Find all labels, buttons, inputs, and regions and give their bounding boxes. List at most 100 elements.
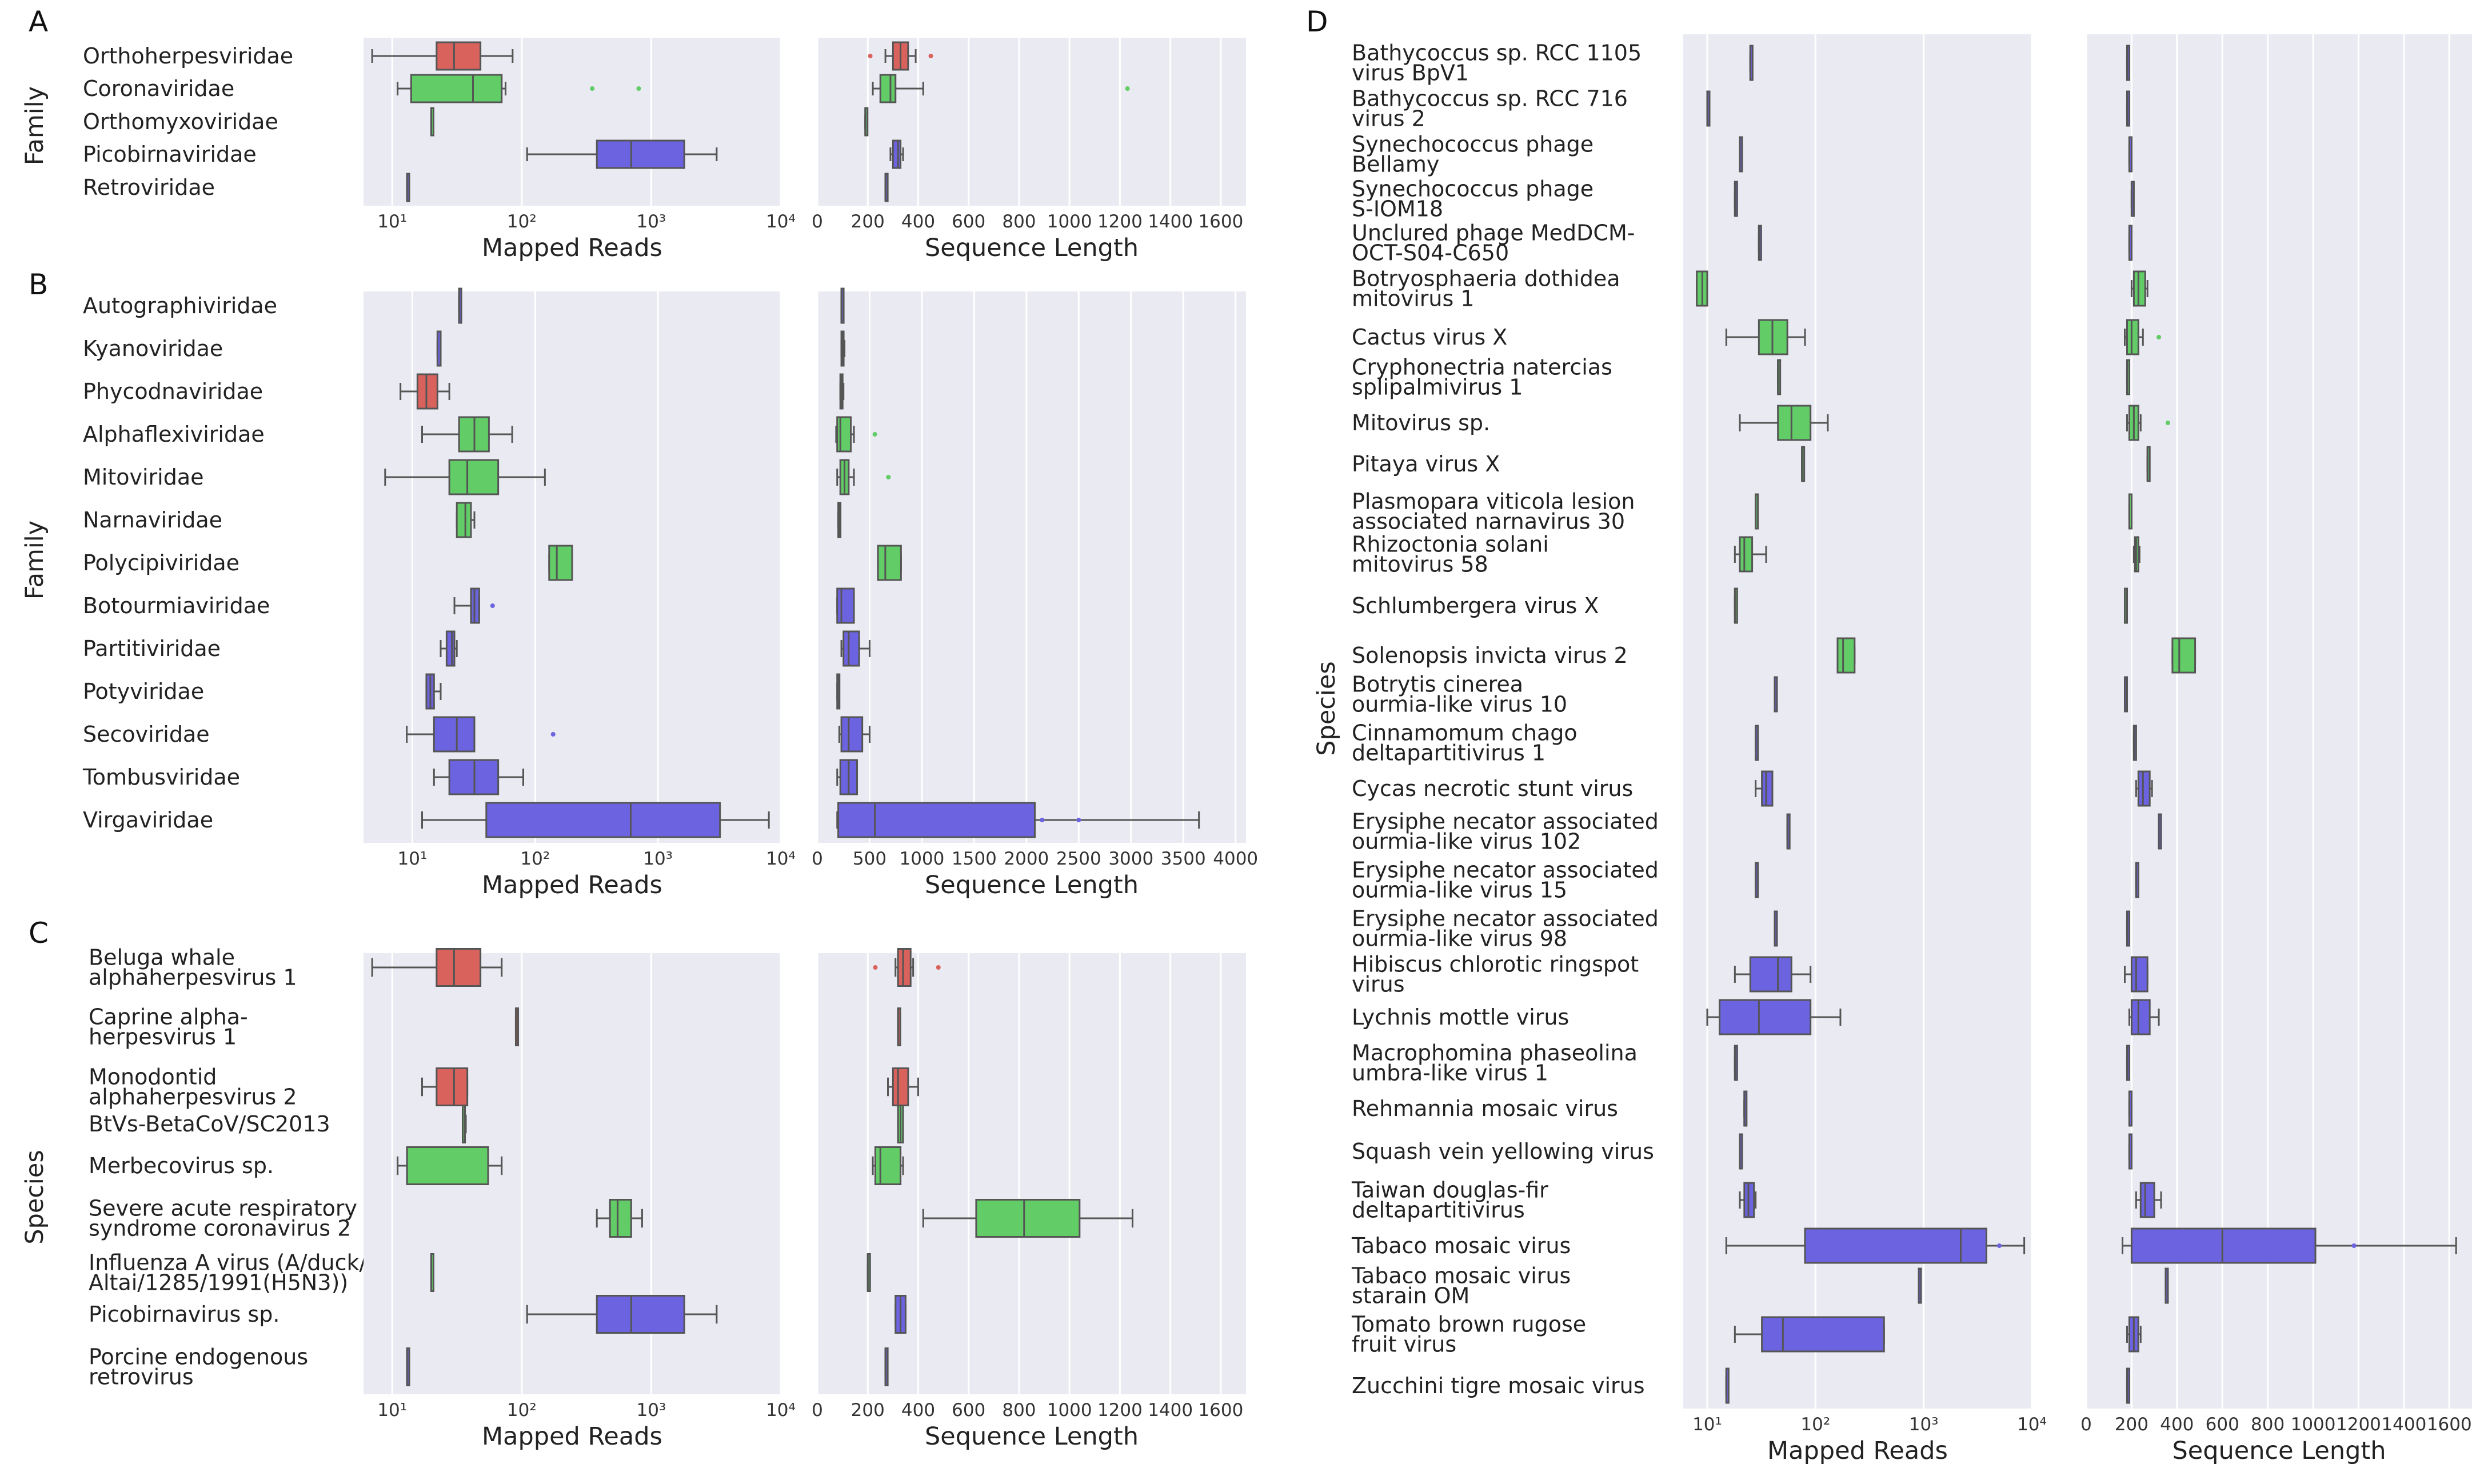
panel-label: A	[29, 5, 48, 38]
x-tick-label: 10²	[1800, 1414, 1830, 1435]
x-tick-label: 10¹	[398, 849, 428, 869]
x-tick-label: 10³	[636, 211, 666, 232]
x-axis-label: Sequence Length	[925, 234, 1139, 262]
x-tick-label: 3500	[1161, 849, 1206, 869]
category-label: Merbecovirus sp.	[89, 1153, 274, 1178]
category-label: Orthoherpesviridae	[83, 43, 293, 69]
box-1	[840, 287, 845, 324]
outlier-point	[868, 54, 873, 58]
box-iqr	[1761, 1316, 1885, 1353]
category-label: Bellamy	[1352, 152, 1439, 177]
box-7	[430, 1253, 434, 1292]
x-tick-label: 200	[2115, 1414, 2148, 1435]
box-20	[2126, 910, 2130, 947]
category-label: splipalmivirus 1	[1352, 375, 1523, 400]
box-10	[1801, 446, 1806, 482]
x-tick-label: 500	[853, 849, 886, 869]
outlier-point	[886, 475, 891, 479]
category-label: Autographiviridae	[83, 293, 277, 318]
box-1	[458, 287, 462, 324]
category-label: starain OM	[1352, 1283, 1469, 1309]
panel-A: A Family Orthoherpesviridae Coronaviridae Or…	[21, 5, 1246, 262]
plot-area	[817, 38, 1246, 206]
x-tick-label: 2000	[1004, 849, 1049, 869]
box-iqr	[445, 630, 456, 667]
category-label: Hibiscus chlorotic ringspot	[1352, 952, 1639, 977]
category-label: fruit virus	[1352, 1332, 1456, 1357]
box-8	[2126, 359, 2130, 395]
category-label: Cryphonectria natercias	[1352, 355, 1612, 380]
box-6	[2130, 270, 2148, 307]
x-tick-label: 10²	[520, 849, 550, 869]
box-21	[2124, 956, 2148, 993]
box-3	[430, 107, 434, 137]
y-axis-label: Species	[21, 1150, 49, 1245]
length-subplot: 0 500 1000 1500 2000 2500 3000 3500 4000 Sequence…	[812, 287, 1258, 899]
x-tick-label: 1400	[1148, 211, 1193, 232]
outlier-point	[1997, 1243, 2002, 1248]
category-label: Tomato brown rugose	[1351, 1312, 1586, 1337]
category-label: Pitaya virus X	[1352, 451, 1500, 477]
box-4	[1734, 181, 1738, 217]
category-label: mitovirus 1	[1352, 286, 1475, 311]
x-tick-label: 10³	[636, 1400, 666, 1421]
category-label: Erysiphe necator associated	[1352, 858, 1659, 883]
box-9	[1739, 405, 1829, 441]
x-tick-label: 600	[2206, 1414, 2239, 1435]
box-7	[877, 545, 902, 581]
plot-area	[2086, 34, 2472, 1409]
box-4	[421, 416, 513, 453]
x-tick-label: 1000	[899, 849, 944, 869]
category-label: Erysiphe necator associated	[1352, 809, 1659, 834]
box-iqr	[416, 373, 438, 410]
box-24	[1743, 1090, 1748, 1127]
box-4	[835, 416, 877, 453]
outlier-point	[2156, 335, 2162, 339]
box-iqr	[2171, 637, 2197, 674]
box-30	[2126, 1367, 2130, 1404]
length-subplot: 0 200 400 600 800 1000 1200 1400 1600 Sequence Le…	[812, 38, 1246, 262]
box-7	[548, 545, 573, 581]
box-9	[406, 1347, 410, 1386]
x-tick-label: 10⁴	[766, 1400, 796, 1421]
x-tick-label: 800	[1002, 1400, 1036, 1421]
category-label: Zucchini tigre mosaic virus	[1352, 1373, 1645, 1398]
box-29	[1734, 1316, 1885, 1353]
outlier-point	[2351, 1243, 2357, 1248]
box-28	[1918, 1267, 1922, 1304]
box-21	[1734, 956, 1812, 993]
box-10	[836, 673, 841, 710]
panel-B: B Family Autographiviridae Kyanoviridae Phyc…	[21, 268, 1258, 899]
box-6	[456, 502, 476, 538]
category-label: Lychnis mottle virus	[1352, 1005, 1569, 1030]
category-label: virus	[1352, 972, 1405, 997]
x-tick-label: 1600	[1198, 211, 1243, 232]
outlier-point	[928, 54, 933, 58]
box-15	[2124, 676, 2128, 713]
box-iqr	[842, 630, 860, 667]
category-label: OCT-S04-C650	[1352, 241, 1509, 266]
length-subplot: 0 200 400 600 800 1000 1200 1400 1600 Sequence Le…	[812, 948, 1246, 1451]
outlier-point	[936, 965, 941, 970]
box-14	[2171, 637, 2197, 674]
category-label: Bathycoccus sp. RCC 1105	[1352, 41, 1642, 66]
box-18	[1786, 813, 1791, 850]
box-iqr	[837, 802, 1036, 838]
x-tick-label: 3000	[1108, 849, 1153, 869]
box-16	[2132, 725, 2137, 761]
x-tick-label: 2500	[1056, 849, 1101, 869]
category-label: herpesvirus 1	[89, 1025, 237, 1050]
category-label: Bathycoccus sp. RCC 716	[1352, 86, 1628, 111]
box-8	[836, 587, 855, 624]
box-iqr	[840, 716, 864, 753]
category-label: umbra-like virus 1	[1352, 1061, 1548, 1086]
box-19	[1755, 862, 1759, 898]
box-iqr	[892, 1067, 909, 1106]
category-label: Porcine endogenous	[89, 1345, 308, 1370]
category-label: Plasmopara viticola lesion	[1352, 489, 1635, 514]
box-27	[2122, 1227, 2457, 1264]
box-24	[2128, 1090, 2132, 1127]
y-axis-label: Family	[21, 521, 49, 599]
box-4	[526, 139, 718, 169]
category-label: Beluga whale	[89, 945, 235, 970]
